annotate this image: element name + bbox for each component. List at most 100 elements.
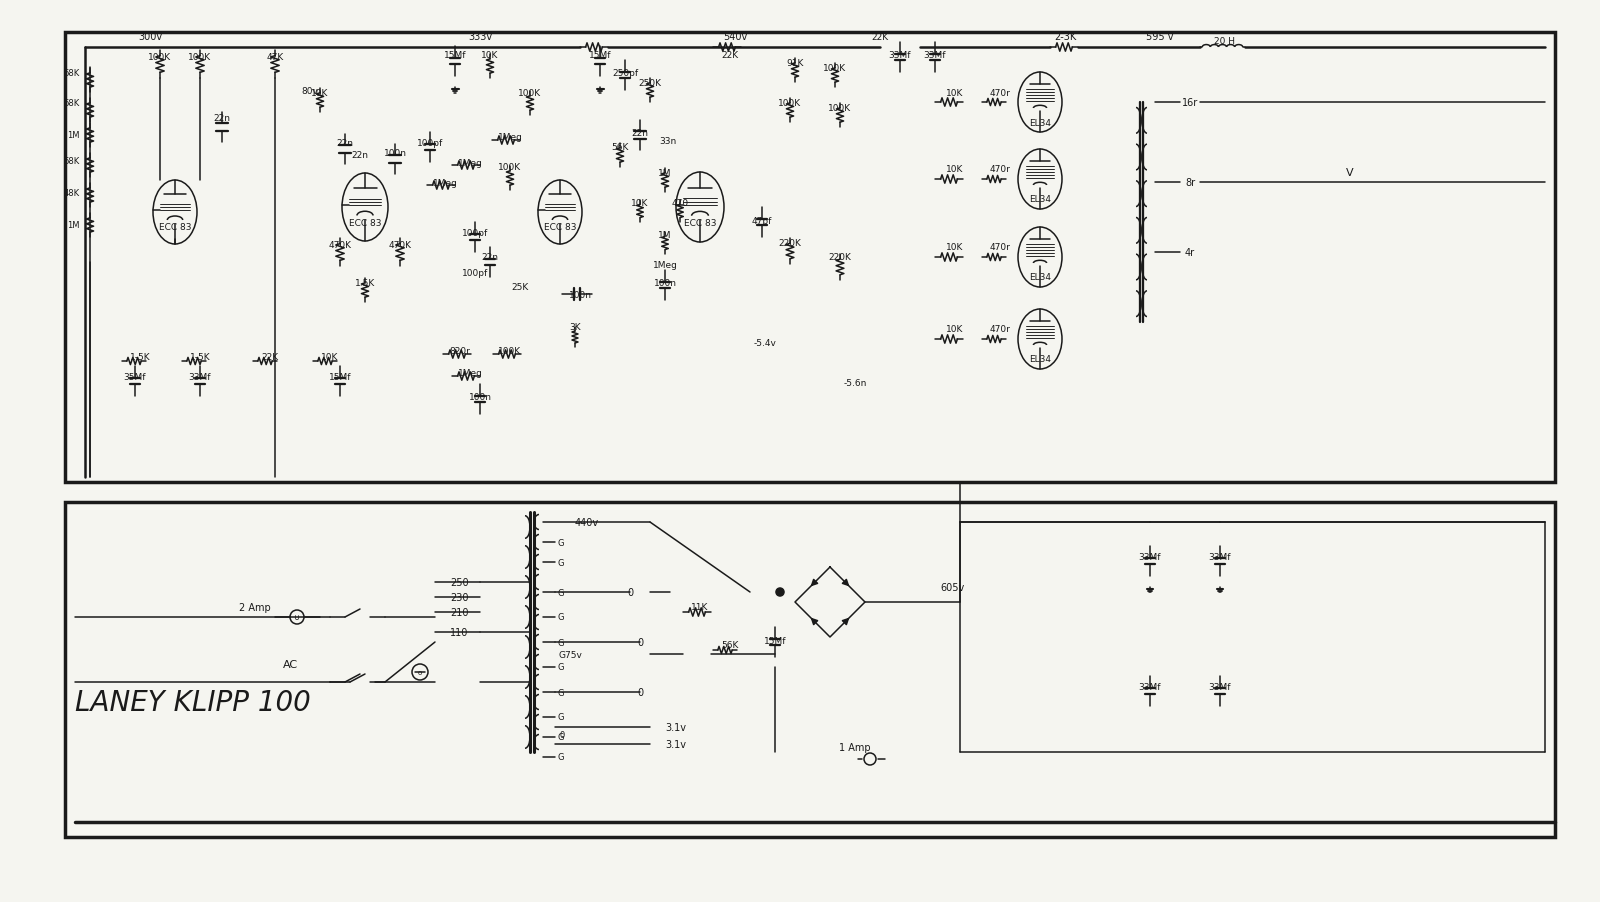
Bar xyxy=(66,502,1555,837)
Text: 22n: 22n xyxy=(482,253,499,262)
Text: G75v: G75v xyxy=(558,649,582,658)
Text: 1M: 1M xyxy=(658,169,672,178)
Text: 250K: 250K xyxy=(638,78,661,87)
Text: 10K: 10K xyxy=(946,244,963,253)
Text: G: G xyxy=(558,752,565,761)
Text: 22K: 22K xyxy=(872,32,888,41)
Text: 33Mf: 33Mf xyxy=(923,51,946,60)
Text: 100n: 100n xyxy=(469,393,491,402)
Text: 91K: 91K xyxy=(786,59,803,68)
Text: 440v: 440v xyxy=(574,518,598,528)
Text: 56K: 56K xyxy=(722,640,739,649)
Text: 22n: 22n xyxy=(213,114,230,123)
Text: 0: 0 xyxy=(627,587,634,597)
Text: 100K: 100K xyxy=(499,346,522,355)
Text: 1Meg: 1Meg xyxy=(653,260,677,269)
Text: 33n: 33n xyxy=(659,136,677,145)
Text: 10K: 10K xyxy=(482,51,499,60)
Text: 68K: 68K xyxy=(64,69,80,78)
Text: EL34: EL34 xyxy=(1029,355,1051,364)
Text: -5.4v: -5.4v xyxy=(754,338,776,347)
Text: EL34: EL34 xyxy=(1029,118,1051,127)
Text: G: G xyxy=(558,638,565,647)
Text: 100K: 100K xyxy=(829,104,851,113)
Text: 100pf: 100pf xyxy=(462,228,488,237)
Text: 1M: 1M xyxy=(658,230,672,239)
Text: 2 Amp: 2 Amp xyxy=(238,603,270,612)
Text: 3.1v: 3.1v xyxy=(666,739,686,750)
Text: 22K: 22K xyxy=(722,51,739,60)
Text: 1Meg: 1Meg xyxy=(458,368,483,377)
Text: AC: AC xyxy=(283,659,298,669)
Text: 4r: 4r xyxy=(1186,248,1195,258)
Text: 1M: 1M xyxy=(67,131,80,139)
Text: 10K: 10K xyxy=(946,165,963,174)
Text: 15Mf: 15Mf xyxy=(763,636,786,645)
Text: 3.1v: 3.1v xyxy=(666,723,686,732)
Text: G: G xyxy=(558,663,565,672)
Text: 10K: 10K xyxy=(946,88,963,97)
Text: V: V xyxy=(1346,168,1354,178)
Text: 595 v: 595 v xyxy=(1146,32,1174,42)
Text: o: o xyxy=(418,669,422,676)
Text: 100K: 100K xyxy=(518,88,541,97)
Text: 47pf: 47pf xyxy=(752,216,773,226)
Text: 250pf: 250pf xyxy=(611,69,638,78)
Text: 10K: 10K xyxy=(312,88,328,97)
Text: 1 Amp: 1 Amp xyxy=(838,742,870,752)
Text: 470K: 470K xyxy=(389,240,411,249)
Text: G: G xyxy=(558,687,565,696)
Text: 1-5K: 1-5K xyxy=(190,353,210,362)
Text: 1.5K: 1.5K xyxy=(355,278,374,287)
Text: 110: 110 xyxy=(450,627,469,638)
Text: 33Mf: 33Mf xyxy=(1139,553,1162,562)
Text: 100K: 100K xyxy=(779,98,802,107)
Text: G: G xyxy=(558,588,565,597)
Text: G: G xyxy=(558,557,565,566)
Text: 68K: 68K xyxy=(64,98,80,107)
Text: 33Mf: 33Mf xyxy=(888,51,912,60)
Text: 35Mf: 35Mf xyxy=(123,373,146,382)
Text: 1Meg: 1Meg xyxy=(432,179,458,188)
Text: 8r: 8r xyxy=(1186,178,1195,188)
Text: G: G xyxy=(558,538,565,547)
Text: ECC 83: ECC 83 xyxy=(683,219,717,228)
Text: 220K: 220K xyxy=(779,238,802,247)
Text: 100K: 100K xyxy=(149,52,171,61)
Text: 22n: 22n xyxy=(632,128,648,137)
Text: 300v: 300v xyxy=(138,32,162,42)
Text: 15Mf: 15Mf xyxy=(328,373,352,382)
Text: 210: 210 xyxy=(450,607,469,617)
Text: 1M: 1M xyxy=(67,220,80,229)
Text: 100K: 100K xyxy=(499,163,522,172)
Text: ECC 83: ECC 83 xyxy=(158,224,192,232)
Text: 0: 0 xyxy=(560,731,565,740)
Text: 100n: 100n xyxy=(384,148,406,157)
Text: 2-3K: 2-3K xyxy=(1054,32,1077,42)
Text: ECC 83: ECC 83 xyxy=(349,218,381,227)
Bar xyxy=(66,33,1555,483)
Text: 470r: 470r xyxy=(989,165,1011,174)
Text: 25K: 25K xyxy=(512,283,528,292)
Text: -5.6n: -5.6n xyxy=(843,378,867,387)
Text: 48K: 48K xyxy=(64,189,80,198)
Text: 100K: 100K xyxy=(824,63,846,72)
Text: 100K: 100K xyxy=(189,52,211,61)
Text: 68K: 68K xyxy=(64,156,80,165)
Text: 100pf: 100pf xyxy=(462,268,488,277)
Text: 15Mf: 15Mf xyxy=(589,51,611,60)
Text: 100pf: 100pf xyxy=(418,138,443,147)
Text: 220K: 220K xyxy=(829,253,851,262)
Text: 33Mf: 33Mf xyxy=(1208,553,1232,562)
Text: 33Mf: 33Mf xyxy=(1208,683,1232,692)
Text: 470r: 470r xyxy=(989,88,1011,97)
Text: 470K: 470K xyxy=(328,240,352,249)
Text: 100n: 100n xyxy=(653,278,677,287)
Text: 333v: 333v xyxy=(467,32,493,42)
Text: 20 H: 20 H xyxy=(1214,36,1235,45)
Text: 3K: 3K xyxy=(570,323,581,332)
Text: G: G xyxy=(558,732,565,741)
Text: 230: 230 xyxy=(450,593,469,603)
Text: 22n: 22n xyxy=(352,151,368,160)
Text: 100n: 100n xyxy=(568,290,592,299)
